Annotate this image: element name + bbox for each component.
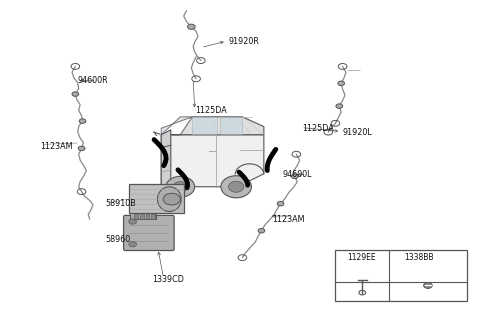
Text: 91920R: 91920R [228, 36, 259, 46]
Text: 91920L: 91920L [343, 128, 372, 137]
Text: 1338BB: 1338BB [404, 253, 434, 262]
Text: 1125DA: 1125DA [302, 124, 334, 133]
Bar [140, 214, 144, 219]
Text: 94600L: 94600L [283, 170, 312, 179]
FancyBboxPatch shape [123, 215, 174, 251]
Text: 1339CD: 1339CD [152, 275, 183, 284]
Text: 58960: 58960 [106, 235, 131, 244]
Ellipse shape [166, 176, 195, 197]
Ellipse shape [221, 176, 252, 198]
Text: 1129EE: 1129EE [348, 253, 376, 262]
Polygon shape [192, 117, 217, 134]
Polygon shape [220, 117, 242, 134]
Circle shape [291, 174, 298, 179]
Bar [134, 214, 138, 219]
FancyBboxPatch shape [129, 184, 184, 214]
Polygon shape [161, 117, 264, 135]
Polygon shape [161, 130, 171, 187]
Text: 1125DA: 1125DA [195, 106, 227, 115]
Circle shape [129, 242, 136, 247]
Ellipse shape [173, 182, 188, 192]
Circle shape [79, 119, 86, 123]
Circle shape [129, 219, 136, 224]
Circle shape [163, 193, 180, 205]
Circle shape [78, 146, 85, 151]
Bar [151, 214, 155, 219]
Circle shape [338, 81, 345, 86]
Circle shape [258, 228, 265, 233]
Text: 1123AM: 1123AM [40, 142, 73, 151]
Circle shape [277, 201, 284, 206]
Bar [336, 250, 467, 300]
Polygon shape [161, 135, 264, 187]
Ellipse shape [228, 181, 244, 192]
Circle shape [336, 104, 343, 108]
Bar [145, 214, 149, 219]
Polygon shape [161, 117, 192, 135]
Circle shape [188, 24, 195, 30]
Text: 58910B: 58910B [106, 199, 136, 208]
Ellipse shape [157, 187, 181, 212]
Circle shape [424, 282, 432, 288]
Text: 1123AM: 1123AM [272, 215, 304, 224]
Bar [130, 213, 156, 219]
Circle shape [72, 92, 79, 96]
Text: 94600R: 94600R [78, 76, 108, 85]
